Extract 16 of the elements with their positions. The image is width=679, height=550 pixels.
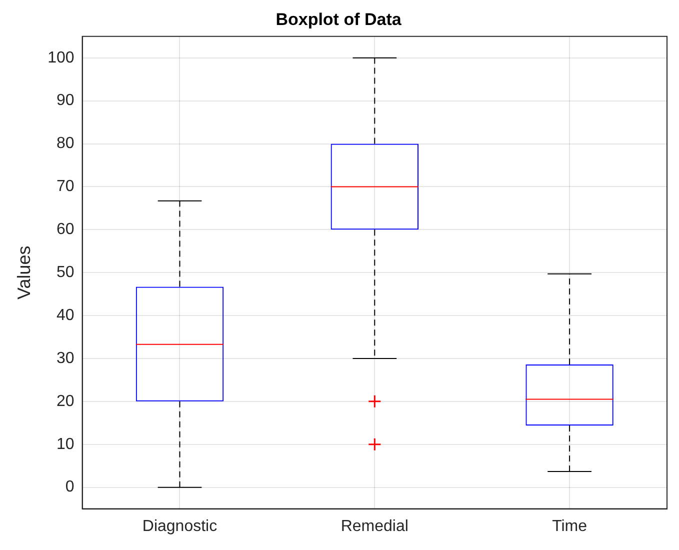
y-tick-label: 90 bbox=[56, 92, 74, 110]
x-tick-label: Time bbox=[552, 518, 588, 535]
y-tick-label: 10 bbox=[56, 436, 74, 453]
y-tick-label: 40 bbox=[56, 306, 74, 324]
x-tick-label: Diagnostic bbox=[142, 518, 218, 535]
y-tick-label: 30 bbox=[56, 350, 74, 367]
y-tick-label: 50 bbox=[56, 264, 74, 282]
y-tick-label: 70 bbox=[56, 178, 74, 196]
y-tick-label: 80 bbox=[56, 135, 74, 152]
chart-title: Boxplot of Data bbox=[276, 10, 402, 29]
y-axis-title: Values bbox=[14, 246, 34, 300]
y-tick-label: 60 bbox=[56, 221, 74, 238]
y-tick-label: 0 bbox=[65, 478, 74, 496]
y-tick-label: 100 bbox=[48, 49, 74, 66]
x-tick-label: Remedial bbox=[340, 518, 408, 535]
y-tick-label: 20 bbox=[56, 392, 74, 410]
